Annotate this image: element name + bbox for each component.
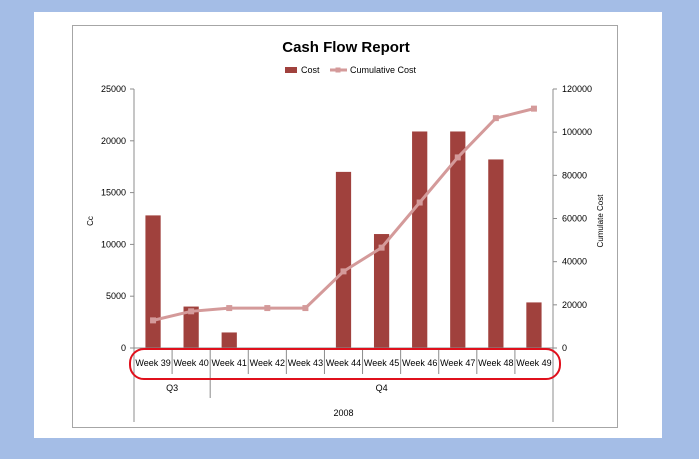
- right-tick-label: 100000: [562, 127, 592, 137]
- cost-bar: [183, 306, 199, 348]
- chart-area[interactable]: Cash Flow Report Cost Cumulative Cost 0 50…: [72, 25, 618, 428]
- axes: 0 5000 10000 15000 20000 25000 0 20000 40000 6000…: [101, 84, 592, 422]
- right-tick-label: 20000: [562, 300, 587, 310]
- cost-bar: [526, 302, 542, 348]
- legend-cumulative-label: Cumulative Cost: [350, 65, 417, 75]
- category-label: Week 49: [516, 358, 551, 368]
- worksheet: Cash Flow Report Cost Cumulative Cost 0 50…: [34, 12, 662, 438]
- cumulative-cost-marker: [226, 305, 233, 312]
- category-label: Week 42: [250, 358, 285, 368]
- quarter-label: Q3: [166, 383, 178, 393]
- category-label: Week 44: [326, 358, 361, 368]
- cumulative-cost-marker: [454, 154, 461, 161]
- cumulative-cost-marker: [150, 317, 157, 324]
- cost-bar: [373, 234, 390, 348]
- legend-cost-label: Cost: [301, 65, 320, 75]
- year-label: 2008: [333, 408, 353, 418]
- cash-flow-chart: Cash Flow Report Cost Cumulative Cost 0 50…: [86, 39, 605, 422]
- category-label: Week 48: [478, 358, 513, 368]
- right-tick-label: 120000: [562, 84, 592, 94]
- y-axis-label-right: Cumulate Cost: [596, 194, 605, 248]
- cost-bar: [488, 159, 504, 348]
- left-tick-label: 20000: [101, 136, 126, 146]
- left-tick-label: 5000: [106, 291, 126, 301]
- category-label: Week 39: [135, 358, 170, 368]
- cost-bars: [145, 131, 542, 348]
- cumulative-cost-marker: [188, 308, 195, 315]
- category-label: Week 46: [402, 358, 437, 368]
- category-axis: Week 39 Week 40 Week 41 Week 42 Week 43 Week …: [133, 347, 554, 418]
- cost-bar: [412, 131, 428, 348]
- cumulative-cost-marker: [530, 105, 537, 112]
- legend: Cost Cumulative Cost: [285, 65, 417, 75]
- category-label: Week 43: [288, 358, 323, 368]
- quarter-label: Q4: [376, 383, 388, 393]
- legend-cumulative-marker: [335, 67, 341, 73]
- cost-bar: [145, 215, 161, 348]
- left-tick-label: 25000: [101, 84, 126, 94]
- cumulative-cost-marker: [264, 305, 271, 312]
- right-tick-label: 40000: [562, 257, 587, 267]
- cumulative-cost-marker: [378, 244, 385, 251]
- cumulative-line: [150, 105, 537, 324]
- cumulative-cost-marker: [492, 115, 499, 122]
- category-labels-highlight: [129, 348, 561, 380]
- cumulative-cost-marker: [416, 199, 423, 206]
- cost-bar: [335, 171, 352, 348]
- category-label: Week 45: [364, 358, 399, 368]
- right-tick-label: 80000: [562, 170, 587, 180]
- y-axis-label-left: Cc: [86, 216, 95, 226]
- chart-title: Cash Flow Report: [282, 39, 410, 56]
- right-tick-label: 0: [562, 343, 567, 353]
- category-label: Week 47: [440, 358, 475, 368]
- cost-bar: [221, 332, 237, 348]
- category-label: Week 40: [173, 358, 208, 368]
- cumulative-cost-marker: [302, 305, 309, 312]
- cumulative-cost-marker: [340, 268, 347, 275]
- left-tick-label: 10000: [101, 239, 126, 249]
- category-label: Week 41: [212, 358, 247, 368]
- left-tick-label: 0: [121, 343, 126, 353]
- right-tick-label: 60000: [562, 214, 587, 224]
- legend-cost-swatch: [285, 67, 297, 73]
- cost-bar: [450, 131, 466, 348]
- left-tick-label: 15000: [101, 188, 126, 198]
